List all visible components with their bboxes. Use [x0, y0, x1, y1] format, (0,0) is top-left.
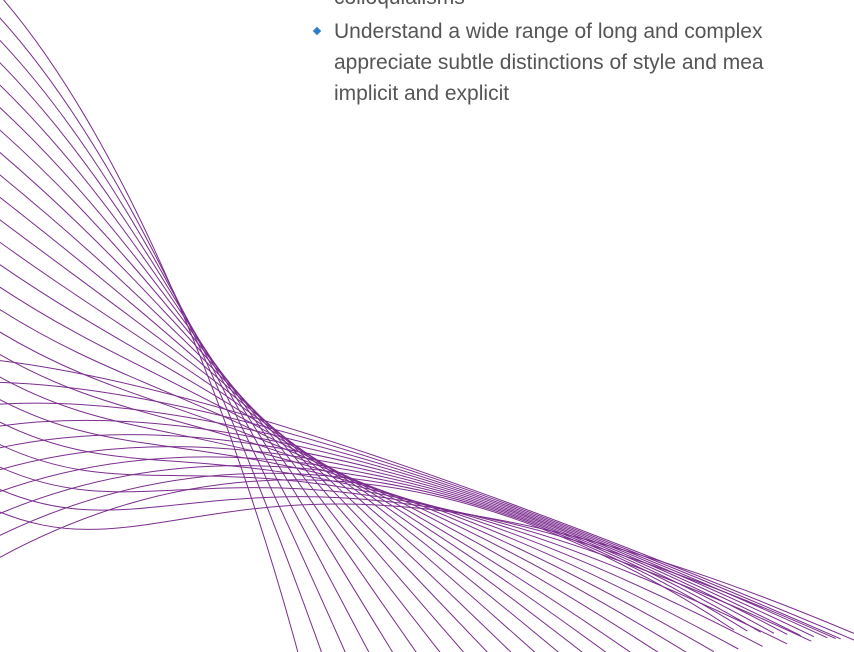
decor-curve — [0, 472, 748, 632]
decor-curve — [2, 0, 299, 652]
decor-curve — [0, 84, 394, 652]
decor-curve — [0, 286, 607, 652]
list-item-line: colloquialisms — [334, 0, 854, 13]
decor-curve — [0, 456, 775, 634]
decor-curve — [0, 443, 788, 645]
bullet-list: colloquialisms Understand a wide range o… — [312, 0, 854, 109]
decor-curve — [0, 129, 441, 652]
decor-curve — [0, 381, 841, 640]
decor-curve — [0, 17, 322, 652]
list-item-line: appreciate subtle distinctions of style … — [334, 51, 764, 74]
list-item: colloquialisms — [312, 0, 854, 13]
decor-curve — [0, 399, 739, 650]
decor-curve — [0, 241, 559, 652]
list-item-line: Understand a wide range of long and comp… — [334, 20, 763, 43]
decor-curve — [0, 503, 854, 635]
decor-curve — [0, 360, 854, 641]
decor-curve — [0, 331, 659, 652]
diamond-bullet-icon — [312, 26, 322, 36]
list-item: Understand a wide range of long and comp… — [312, 16, 854, 109]
decor-curve — [0, 151, 465, 652]
decor-curve — [0, 402, 828, 639]
decor-curve — [0, 174, 488, 652]
decor-curve — [0, 488, 836, 640]
decor-curve — [0, 465, 761, 633]
decor-curve — [0, 446, 788, 635]
decor-curve — [0, 479, 735, 631]
decor-curve — [0, 353, 687, 652]
decor-curve — [0, 309, 631, 652]
list-item-line: implicit and explicit — [334, 82, 510, 105]
decor-curve — [0, 434, 801, 637]
decor-curve — [0, 264, 583, 652]
decor-curve — [0, 419, 815, 638]
decor-curve — [0, 62, 370, 652]
decor-curve — [0, 39, 346, 652]
decor-curve — [0, 219, 536, 652]
decor-curve — [0, 107, 417, 652]
decor-curve — [0, 196, 512, 652]
decor-curve — [0, 421, 763, 647]
decor-curve — [0, 376, 715, 652]
